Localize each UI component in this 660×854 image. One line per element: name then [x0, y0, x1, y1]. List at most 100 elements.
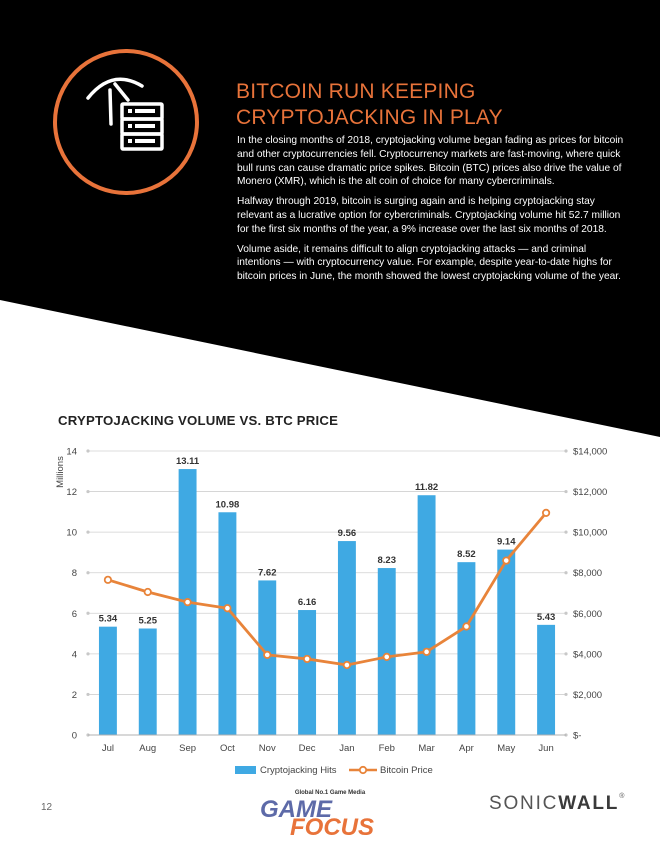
x-tick-label: Feb: [379, 743, 395, 754]
watermark-focus: FOCUS: [290, 814, 374, 841]
bar: [337, 541, 356, 735]
bar-data-label: 9.56: [338, 528, 357, 539]
legend-swatch-hits: [235, 766, 256, 774]
x-tick-label: Dec: [299, 743, 316, 754]
hero-paragraph-1: In the closing months of 2018, cryptojac…: [237, 135, 624, 188]
gridline-dot: [86, 611, 90, 615]
price-point: [382, 652, 391, 662]
y-tick-label: 12: [66, 487, 77, 498]
data-labels: 5.34 5.25 13.11 10.98 7.62 6.16 9.56 8.23 11.82 8…: [99, 456, 556, 626]
y2-tick-label: $4,000: [573, 649, 602, 660]
x-tick-label: Jan: [339, 743, 354, 754]
gridline-dot: [86, 571, 90, 575]
y2-tick-label: $-: [573, 731, 581, 742]
bar-data-label: 8.52: [457, 549, 476, 560]
bar: [457, 562, 476, 735]
gridline-dot: [564, 611, 568, 615]
bar-data-label: 13.11: [176, 456, 200, 467]
gridline-dot: [564, 530, 568, 534]
gridline-dot: [86, 692, 90, 697]
x-tick-label: Nov: [259, 743, 276, 754]
y2-tick-label: $12,000: [573, 487, 607, 498]
gridline-dot: [564, 449, 568, 453]
bar: [497, 549, 516, 735]
price-line-path: [107, 511, 548, 667]
pickaxe-server-icon: [53, 49, 199, 195]
gridline-dot: [86, 530, 90, 534]
hero-title: BITCOIN RUN KEEPING CRYPTOJACKING IN PLA…: [236, 79, 636, 131]
bar-data-label: 9.14: [497, 537, 516, 548]
bar-data-label: 6.16: [298, 597, 317, 608]
brand-registered-mark: ®: [619, 793, 625, 800]
watermark-tagline: Global No.1 Game Media: [294, 790, 366, 796]
price-point: [342, 660, 352, 670]
x-tick-label: Oct: [220, 743, 235, 754]
gridline-dot: [86, 489, 90, 494]
y2-tick-label: $14,000: [573, 447, 607, 458]
y-tick-label: 8: [72, 568, 77, 579]
price-point: [143, 587, 152, 597]
gridline-dot: [564, 489, 568, 494]
y-tick-label: 10: [66, 528, 77, 539]
y-tick-label: 4: [72, 649, 77, 660]
bar-data-label: 5.43: [537, 612, 556, 623]
hero-title-line1: BITCOIN RUN KEEPING: [236, 80, 476, 103]
gridline-dot: [564, 692, 568, 697]
bar-data-label: 11.82: [415, 482, 438, 493]
x-tick-label: Mar: [418, 743, 434, 754]
price-point: [263, 650, 272, 659]
grid-lines: [86, 449, 568, 737]
price-point: [223, 604, 232, 613]
brand-part1: SONIC: [489, 793, 559, 814]
y-tick-label: 14: [66, 447, 77, 458]
x-tick-label: Jun: [538, 743, 553, 754]
chart-title: CRYPTOJACKING VOLUME VS. BTC PRICE: [58, 413, 339, 428]
legend-swatch-marker: [358, 765, 368, 775]
y-tick-label: 2: [72, 690, 77, 701]
y2-tick-label: $6,000: [573, 609, 602, 620]
hero-paragraph-3: Volume aside, it remains difficult to al…: [237, 243, 621, 283]
y2-tick-label: $10,000: [573, 528, 607, 539]
y-tick-label: 6: [72, 609, 77, 620]
price-point: [103, 575, 113, 584]
bar-data-label: 5.25: [139, 616, 158, 627]
bar-data-label: 7.62: [258, 567, 277, 578]
bar-data-label: 8.23: [378, 555, 397, 566]
bar: [218, 512, 237, 735]
price-point: [502, 556, 511, 565]
game-focus-watermark: Global No.1 Game Media GAME FOCUS: [260, 790, 405, 841]
bar-data-label: 5.34: [99, 614, 118, 625]
price-point: [422, 647, 431, 656]
brand-part2: WALL: [558, 793, 620, 814]
y2-tick-label: $8,000: [573, 568, 602, 579]
gridline-dot: [86, 652, 90, 656]
bar: [417, 495, 436, 735]
legend: Cryptojacking Hits Bitcoin Price: [235, 765, 433, 776]
hero-body: In the closing months of 2018, cryptojac…: [237, 134, 632, 290]
x-tick-label: Sep: [179, 743, 196, 754]
gridline-dot: [86, 449, 90, 453]
bar-data-label: 10.98: [216, 499, 240, 510]
x-tick-label: Jul: [102, 743, 114, 754]
bar: [537, 624, 556, 735]
price-point: [183, 598, 192, 607]
price-point: [541, 508, 551, 517]
x-tick-label: May: [497, 743, 515, 754]
bar: [298, 610, 317, 735]
bar: [138, 628, 157, 735]
bar: [377, 568, 396, 735]
price-point: [302, 654, 312, 664]
legend-label-hits: Cryptojacking Hits: [260, 765, 337, 776]
bitcoin-price-line: [103, 508, 551, 670]
y-axis-label: Millions: [55, 456, 66, 488]
gridline-dot: [564, 571, 568, 575]
bars: [98, 469, 556, 735]
hero-paragraph-2: Halfway through 2019, bitcoin is surging…: [237, 196, 621, 235]
hero-title-line2: CRYPTOJACKING IN PLAY: [236, 106, 503, 129]
axes: 0 $- 2 $2,000 4 $4,000 6 $6,000 8 $8,000 10 $10,000…: [55, 447, 607, 755]
legend-label-price: Bitcoin Price: [380, 765, 433, 776]
bar: [98, 626, 117, 735]
price-point: [462, 622, 471, 631]
